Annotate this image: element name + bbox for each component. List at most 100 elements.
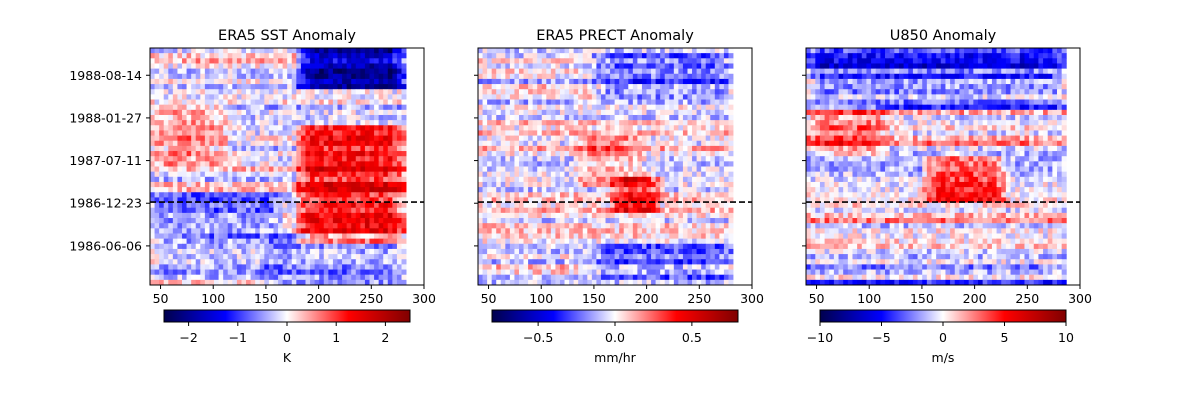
heatmap-cell [273, 279, 279, 286]
heatmap-cell [177, 212, 183, 219]
heatmap-cell [496, 114, 502, 121]
heatmap-cell [514, 78, 520, 85]
heatmap-cell [300, 130, 306, 136]
heatmap-cell [287, 84, 293, 90]
heatmap-cell [214, 140, 219, 147]
heatmap-cell [364, 151, 370, 157]
heatmap-cell [655, 181, 661, 188]
heatmap-cell [632, 238, 638, 245]
heatmap-cell [582, 223, 588, 229]
heatmap-cell [227, 104, 233, 111]
heatmap-cell [637, 94, 643, 100]
heatmap-cell [664, 63, 670, 70]
heatmap-cell [223, 63, 229, 70]
heatmap-cell [227, 63, 233, 70]
heatmap-cell [614, 238, 620, 245]
heatmap-cell [710, 145, 716, 152]
heatmap-cell [714, 104, 720, 111]
heatmap-cell [705, 238, 711, 245]
heatmap-cell [300, 135, 306, 142]
heatmap-cell [351, 228, 357, 234]
heatmap-cell [200, 176, 206, 183]
heatmap-cell [496, 109, 502, 116]
heatmap-cell [673, 109, 679, 116]
heatmap-cell [701, 192, 707, 198]
heatmap-cell [264, 171, 270, 178]
heatmap-cell [546, 48, 552, 54]
heatmap-cell [186, 259, 192, 265]
heatmap-cell [573, 212, 579, 219]
heatmap-cell [641, 238, 647, 245]
heatmap-cell [646, 104, 652, 111]
heatmap-cell [282, 63, 288, 70]
heatmap-cell [241, 114, 247, 121]
heatmap-cell [555, 248, 561, 255]
heatmap-cell [396, 187, 402, 193]
heatmap-cell [605, 264, 611, 270]
heatmap-cell [218, 120, 224, 126]
heatmap-cell [360, 104, 366, 111]
colorbar-tick-label: −1 [229, 330, 247, 345]
heatmap-cell [214, 120, 219, 126]
heatmap-cell [532, 259, 538, 265]
heatmap-cell [268, 212, 274, 219]
heatmap-cell [310, 243, 316, 250]
heatmap-cell [328, 53, 334, 59]
heatmap-cell [587, 104, 593, 111]
heatmap-cell [641, 89, 647, 95]
heatmap-cell [518, 233, 524, 240]
heatmap-cell [305, 218, 311, 224]
heatmap-cell [537, 120, 543, 126]
heatmap-cell [541, 192, 547, 198]
heatmap-cell [719, 207, 725, 214]
heatmap-cell [186, 53, 192, 59]
heatmap-cell [701, 207, 707, 214]
heatmap-cell [646, 187, 652, 193]
heatmap-cell [482, 238, 488, 245]
heatmap-cell [204, 68, 210, 75]
heatmap-cell [518, 181, 524, 188]
heatmap-cell [346, 176, 352, 183]
heatmap-cell [241, 238, 247, 245]
heatmap-cell [204, 63, 210, 70]
heatmap-cell [637, 84, 643, 90]
heatmap-cell [291, 212, 297, 219]
heatmap-cell [605, 181, 611, 188]
heatmap-cell [687, 238, 693, 245]
heatmap-cell [396, 279, 402, 286]
heatmap-cell [369, 166, 375, 173]
heatmap-cell [387, 233, 393, 240]
heatmap-cell [487, 53, 493, 59]
heatmap-cell [496, 254, 502, 260]
heatmap-cell [559, 243, 565, 250]
heatmap-cell [600, 212, 606, 219]
heatmap-cell [664, 48, 670, 54]
heatmap-cell [550, 238, 556, 245]
heatmap-cell [523, 264, 529, 270]
heatmap-cell [273, 120, 279, 126]
heatmap-cell [514, 99, 520, 106]
heatmap-cell [214, 218, 219, 224]
heatmap-cell [328, 63, 334, 70]
heatmap-cell [682, 212, 688, 219]
heatmap-cell [582, 156, 588, 162]
heatmap-cell [669, 130, 675, 136]
heatmap-cell [255, 145, 261, 152]
heatmap-cell [323, 238, 329, 245]
heatmap-cell [641, 243, 647, 250]
heatmap-cell [396, 130, 402, 136]
heatmap-cell [600, 238, 606, 245]
heatmap-cell [364, 161, 370, 167]
heatmap-cell [482, 109, 488, 116]
heatmap-cell [696, 192, 702, 198]
heatmap-cell [282, 269, 288, 276]
heatmap-cell [172, 53, 178, 59]
heatmap-cell [314, 192, 320, 198]
heatmap-cell [232, 192, 238, 198]
heatmap-cell [559, 120, 565, 126]
heatmap-cell [209, 202, 215, 209]
heatmap-cell [505, 202, 511, 209]
heatmap-cell [673, 58, 679, 64]
heatmap-cell [528, 68, 534, 75]
heatmap-cell [555, 99, 561, 106]
